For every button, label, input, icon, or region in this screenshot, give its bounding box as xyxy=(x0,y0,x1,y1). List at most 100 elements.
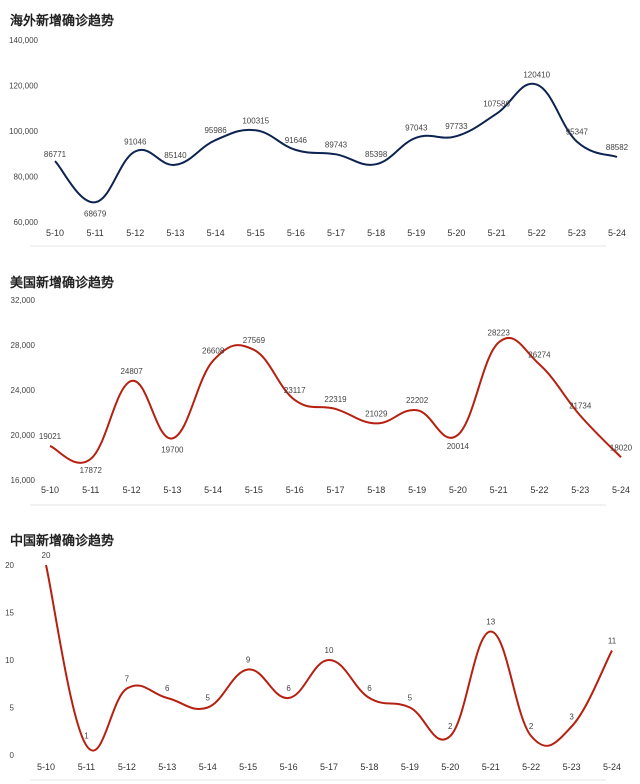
x-tick-label: 5-14 xyxy=(204,485,222,495)
data-label: 85398 xyxy=(365,150,388,159)
y-tick-label: 20,000 xyxy=(11,431,36,440)
data-label: 91646 xyxy=(285,136,308,145)
chart-usa: 美国新增确诊趋势 32,000 28,000 24,000 20,000 16,000 5… xyxy=(0,272,640,508)
x-tick-label: 5-14 xyxy=(207,228,225,238)
data-label: 22319 xyxy=(324,395,347,404)
data-label: 20 xyxy=(42,551,51,560)
y-tick-label: 80,000 xyxy=(14,173,39,182)
x-tick-label: 5-19 xyxy=(407,228,425,238)
data-label: 9 xyxy=(246,656,251,665)
data-label: 7 xyxy=(125,675,130,684)
data-label: 97733 xyxy=(445,122,468,131)
x-tick-label: 5-23 xyxy=(568,228,586,238)
x-tick-label: 5-22 xyxy=(522,762,540,772)
chart-title: 中国新增确诊趋势 xyxy=(10,534,115,549)
y-tick-label: 140,000 xyxy=(9,36,38,45)
x-tick-label: 5-22 xyxy=(530,485,548,495)
x-tick-label: 5-14 xyxy=(199,762,217,772)
data-label: 10 xyxy=(325,646,334,655)
x-tick-label: 5-10 xyxy=(41,485,59,495)
x-tick-label: 5-12 xyxy=(126,228,144,238)
data-label: 91046 xyxy=(124,137,147,146)
data-label: 68679 xyxy=(84,209,107,218)
x-tick-label: 5-17 xyxy=(327,228,345,238)
chart-china: 中国新增确诊趋势 20 15 10 5 0 5-10 5-11 5-12 5-13 5-14 5-1… xyxy=(0,530,640,784)
x-tick-label: 5-18 xyxy=(367,485,385,495)
x-tick-label: 5-24 xyxy=(608,228,626,238)
data-label: 11 xyxy=(608,637,617,646)
data-label: 22202 xyxy=(406,396,429,405)
data-label: 3 xyxy=(569,713,574,722)
y-tick-label: 24,000 xyxy=(11,386,36,395)
data-label: 86771 xyxy=(44,150,67,159)
x-tick-label: 5-18 xyxy=(367,228,385,238)
chart-title: 美国新增确诊趋势 xyxy=(10,276,115,291)
data-label: 120410 xyxy=(523,71,550,80)
data-label: 95347 xyxy=(566,128,589,137)
data-label: 88582 xyxy=(606,143,629,152)
data-label: 85140 xyxy=(164,151,187,160)
data-label: 5 xyxy=(408,694,413,703)
x-tick-label: 5-23 xyxy=(563,762,581,772)
x-tick-label: 5-20 xyxy=(447,228,465,238)
data-label: 17872 xyxy=(80,466,103,475)
series-line xyxy=(45,564,613,752)
data-label: 5 xyxy=(205,694,210,703)
x-tick-label: 5-16 xyxy=(286,485,304,495)
x-tick-label: 5-10 xyxy=(37,762,55,772)
x-tick-label: 5-21 xyxy=(490,485,508,495)
y-tick-label: 60,000 xyxy=(14,218,39,227)
data-label: 19021 xyxy=(39,432,62,441)
x-tick-label: 5-18 xyxy=(360,762,378,772)
chart-overseas: 海外新增确诊趋势 140,000 120,000 100,000 80,000 60,0… xyxy=(0,10,640,250)
x-tick-label: 5-11 xyxy=(86,228,103,238)
chart-svg: 32,000 28,000 24,000 20,000 16,000 5-10 5-11 5-… xyxy=(11,296,633,506)
data-label: 97043 xyxy=(405,124,428,133)
x-tick-label: 5-20 xyxy=(441,762,459,772)
y-tick-label: 32,000 xyxy=(11,296,36,305)
data-label: 26608 xyxy=(202,347,225,356)
x-tick-label: 5-17 xyxy=(320,762,338,772)
y-tick-label: 0 xyxy=(10,751,15,760)
data-label: 95986 xyxy=(204,126,227,135)
data-label: 19700 xyxy=(161,445,184,454)
data-label: 27569 xyxy=(243,336,266,345)
x-tick-label: 5-24 xyxy=(603,762,621,772)
x-tick-label: 5-13 xyxy=(163,485,181,495)
x-tick-label: 5-16 xyxy=(280,762,298,772)
data-label: 6 xyxy=(165,684,170,693)
data-label: 6 xyxy=(367,684,372,693)
data-label: 107586 xyxy=(483,100,510,109)
x-tick-label: 5-10 xyxy=(46,228,64,238)
x-tick-label: 5-23 xyxy=(571,485,589,495)
data-label: 20014 xyxy=(447,442,470,451)
x-tick-label: 5-13 xyxy=(158,762,176,772)
y-tick-label: 5 xyxy=(10,704,15,713)
x-tick-label: 5-19 xyxy=(401,762,419,772)
x-tick-label: 5-22 xyxy=(528,228,546,238)
data-label: 6 xyxy=(286,684,291,693)
x-tick-label: 5-15 xyxy=(239,762,257,772)
x-tick-label: 5-21 xyxy=(482,762,500,772)
x-tick-label: 5-24 xyxy=(612,485,630,495)
data-label: 13 xyxy=(486,618,495,627)
chart-title: 海外新增确诊趋势 xyxy=(10,14,115,29)
data-label: 21029 xyxy=(365,409,388,418)
y-tick-label: 16,000 xyxy=(11,476,36,485)
data-label: 28223 xyxy=(488,328,511,337)
data-label: 2 xyxy=(448,722,453,731)
y-tick-label: 120,000 xyxy=(9,82,38,91)
x-tick-label: 5-16 xyxy=(287,228,305,238)
data-label: 1 xyxy=(84,732,89,741)
data-label: 2 xyxy=(529,722,534,731)
series-line xyxy=(54,82,618,204)
data-label: 24807 xyxy=(120,367,143,376)
x-tick-label: 5-17 xyxy=(326,485,344,495)
x-tick-label: 5-11 xyxy=(82,485,99,495)
x-tick-label: 5-15 xyxy=(245,485,263,495)
x-tick-label: 5-13 xyxy=(166,228,184,238)
x-tick-label: 5-12 xyxy=(123,485,141,495)
y-tick-label: 10 xyxy=(5,656,14,665)
x-tick-label: 5-21 xyxy=(488,228,506,238)
